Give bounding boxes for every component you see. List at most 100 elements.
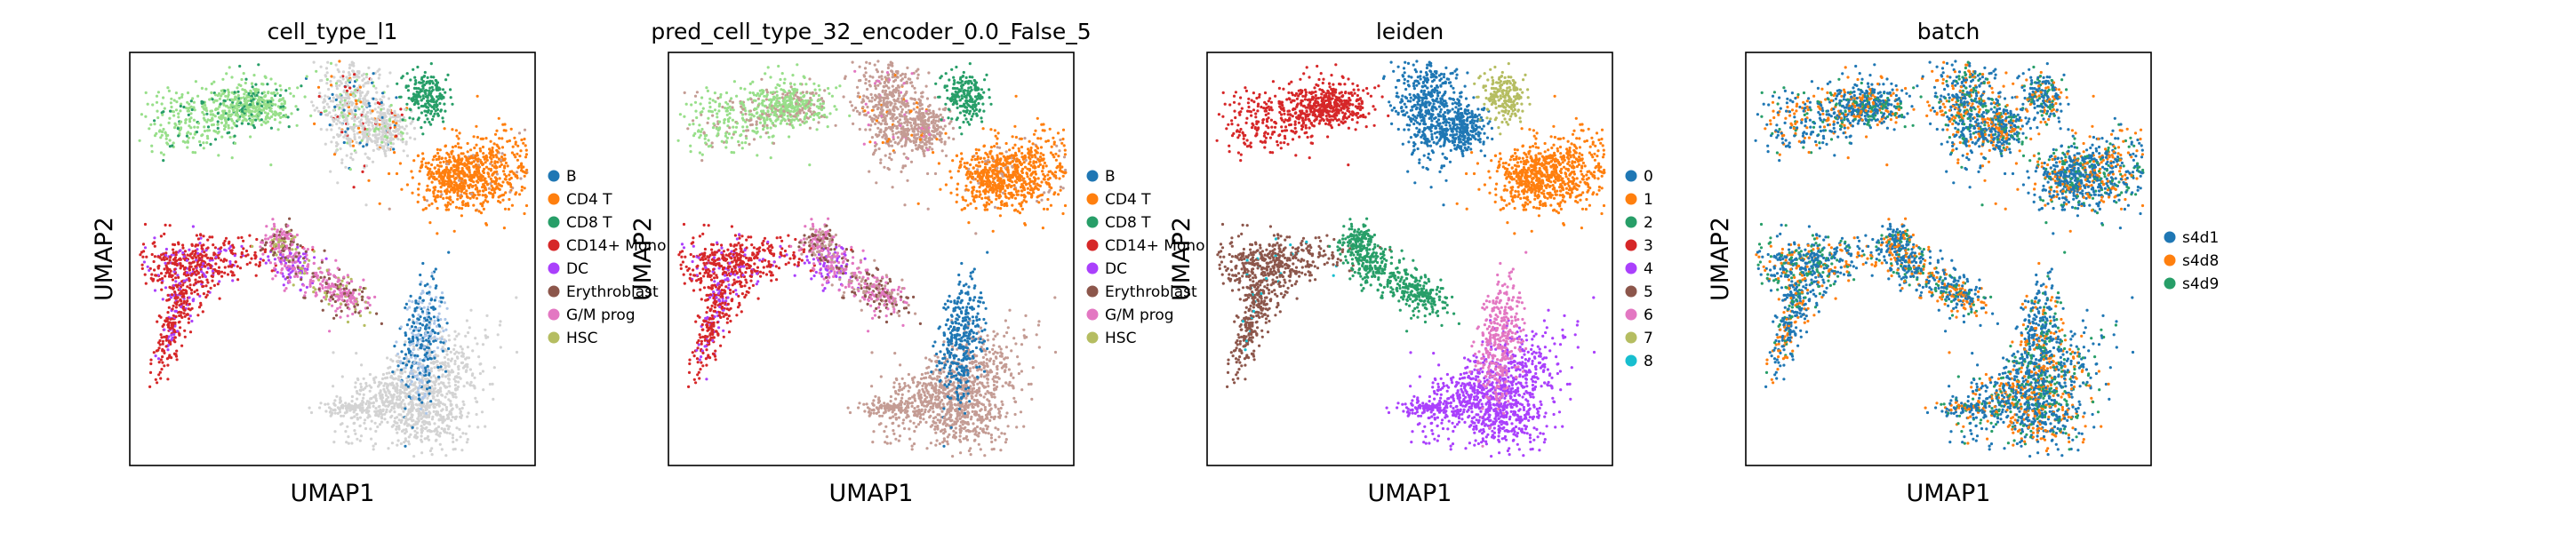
scatter-point	[202, 147, 205, 150]
scatter-point	[256, 112, 260, 115]
scatter-point	[416, 200, 420, 203]
scatter-point	[214, 269, 218, 273]
scatter-point	[357, 107, 361, 111]
scatter-point	[433, 366, 436, 370]
scatter-point	[352, 302, 356, 306]
scatter-point	[414, 81, 418, 84]
scatter-point	[315, 69, 318, 73]
scatter-point	[148, 268, 151, 272]
scatter-point	[332, 76, 336, 79]
scatter-point	[366, 90, 370, 93]
scatter-point	[157, 346, 161, 350]
scatter-point	[362, 107, 365, 111]
scatter-point	[490, 188, 494, 192]
scatter-point	[210, 123, 214, 127]
scatter-point	[419, 273, 422, 277]
scatter-point	[432, 410, 436, 413]
scatter-point	[172, 251, 175, 255]
scatter-point	[429, 400, 433, 403]
scatter-point	[220, 270, 224, 274]
scatter-point	[438, 181, 442, 185]
scatter-point	[508, 183, 512, 187]
scatter-point	[479, 161, 484, 164]
scatter-point	[352, 410, 356, 414]
scatter-point	[188, 330, 193, 334]
scatter-point	[386, 136, 389, 139]
scatter-point	[453, 330, 457, 333]
scatter-point	[428, 221, 432, 225]
scatter-point	[211, 269, 214, 273]
scatter-point	[420, 99, 423, 102]
scatter-point	[466, 195, 469, 199]
scatter-point	[176, 127, 180, 131]
scatter-point	[368, 137, 372, 140]
scatter-point	[194, 244, 197, 248]
scatter-points	[138, 60, 529, 458]
scatter-point	[376, 385, 380, 388]
scatter-point	[178, 122, 181, 125]
scatter-point	[355, 73, 358, 77]
scatter-point	[408, 343, 412, 346]
scatter-point	[206, 256, 210, 259]
scatter-point	[413, 370, 417, 374]
scatter-point	[164, 131, 167, 135]
scatter-point	[159, 377, 163, 380]
scatter-point	[466, 150, 469, 154]
scatter-point	[224, 236, 228, 240]
scatter-point	[232, 107, 236, 110]
scatter-point	[276, 128, 280, 131]
scatter-point	[380, 115, 384, 119]
scatter-point	[424, 384, 428, 387]
scatter-point	[227, 117, 230, 121]
scatter-point	[205, 263, 209, 266]
scatter-point	[340, 298, 344, 302]
scatter-point	[334, 314, 339, 317]
scatter-point	[388, 71, 392, 75]
scatter-point	[420, 451, 424, 455]
scatter-point	[332, 120, 336, 123]
scatter-point	[325, 279, 329, 282]
scatter-point	[292, 94, 295, 98]
scatter-point	[426, 99, 429, 103]
scatter-point	[192, 283, 196, 287]
scatter-point	[364, 82, 367, 85]
scatter-point	[364, 385, 368, 388]
scatter-point	[327, 105, 331, 109]
scatter-point	[178, 291, 182, 295]
scatter-point	[319, 270, 323, 274]
scatter-point	[351, 144, 356, 147]
scatter-point	[145, 255, 148, 259]
scatter-point	[365, 73, 369, 76]
scatter-point	[153, 289, 157, 292]
scatter-point	[429, 298, 433, 302]
scatter-point	[359, 434, 364, 438]
scatter-point	[253, 115, 257, 118]
panel-title: cell_type_l1	[268, 19, 398, 44]
scatter-point	[150, 252, 154, 257]
scatter-point	[366, 296, 370, 299]
scatter-point	[142, 260, 146, 264]
scatter-point	[249, 118, 252, 123]
scatter-point	[168, 145, 172, 148]
scatter-point	[246, 122, 251, 125]
scatter-point	[188, 132, 192, 136]
scatter-point	[522, 165, 525, 169]
scatter-point	[431, 415, 435, 418]
scatter-point	[335, 141, 339, 145]
scatter-point	[435, 428, 438, 432]
scatter-point	[428, 203, 431, 207]
scatter-point	[414, 79, 418, 83]
scatter-point	[432, 76, 436, 79]
scatter-point	[347, 71, 351, 75]
scatter-point	[332, 441, 336, 444]
scatter-point	[245, 96, 249, 99]
scatter-point	[216, 123, 220, 126]
scatter-point	[248, 261, 252, 265]
scatter-point	[500, 155, 504, 159]
scatter-point	[196, 122, 201, 125]
scatter-point	[409, 407, 412, 410]
scatter-point	[339, 302, 342, 306]
scatter-point	[182, 105, 186, 109]
scatter-point	[354, 386, 357, 389]
scatter-point	[209, 264, 212, 267]
